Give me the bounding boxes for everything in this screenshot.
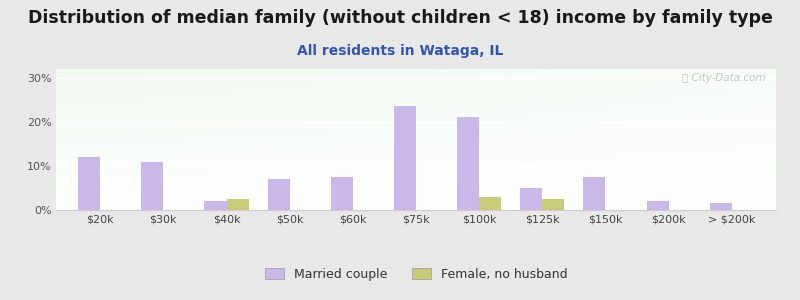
Text: All residents in Wataga, IL: All residents in Wataga, IL <box>297 44 503 58</box>
Text: Ⓐ City-Data.com: Ⓐ City-Data.com <box>682 73 766 83</box>
Bar <box>267 179 290 210</box>
Bar <box>226 199 249 210</box>
Bar <box>394 106 416 210</box>
Text: Distribution of median family (without children < 18) income by family type: Distribution of median family (without c… <box>27 9 773 27</box>
Bar <box>457 118 479 210</box>
Bar <box>710 203 732 210</box>
Bar <box>205 201 226 210</box>
Bar <box>78 157 100 210</box>
Bar <box>520 188 542 210</box>
Bar <box>330 177 353 210</box>
Bar <box>479 197 502 210</box>
Legend: Married couple, Female, no husband: Married couple, Female, no husband <box>260 262 572 286</box>
Bar <box>646 201 669 210</box>
Bar <box>142 161 163 210</box>
Bar <box>542 199 565 210</box>
Bar <box>583 177 606 210</box>
